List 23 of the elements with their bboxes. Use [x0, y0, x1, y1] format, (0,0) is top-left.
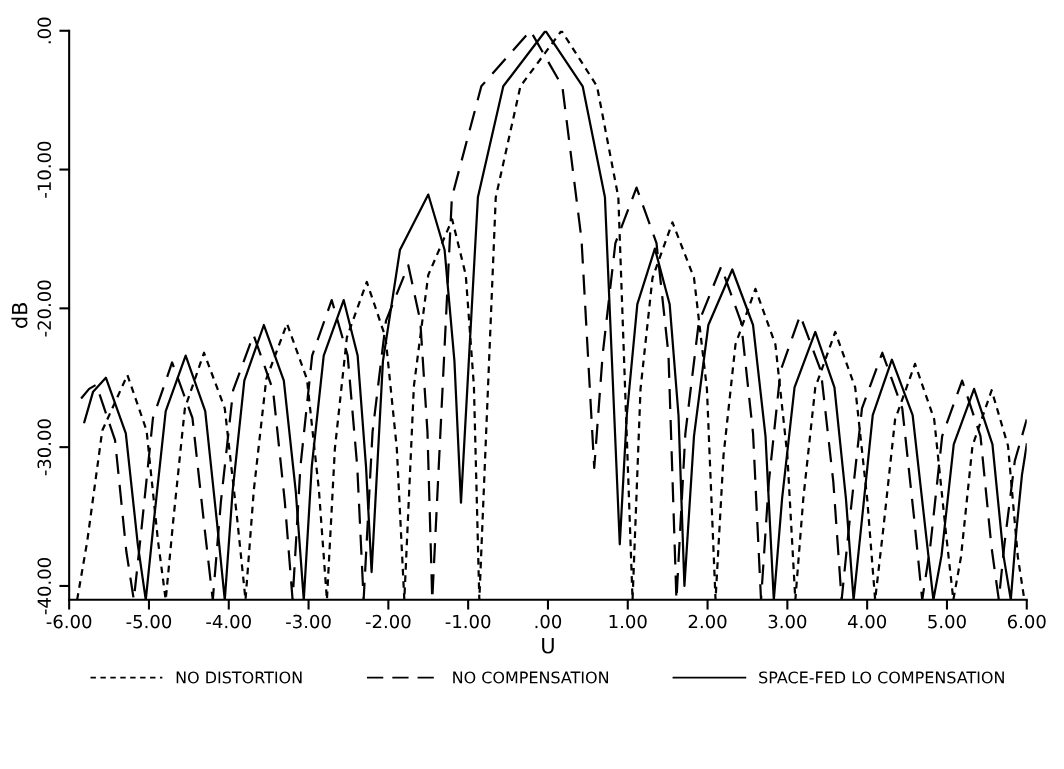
y-tick-label: .00: [37, 17, 52, 44]
x-tick-label: -6.00: [46, 614, 92, 629]
x-tick-label: -5.00: [126, 614, 172, 629]
x-tick-label: 5.00: [928, 614, 966, 629]
y-tick-label: -30.00: [37, 419, 52, 476]
x-tick-label: -2.00: [365, 614, 411, 629]
y-tick-label: -20.00: [37, 280, 52, 337]
legend-label: NO DISTORTION: [176, 671, 302, 684]
y-tick-label: -40.00: [37, 558, 52, 615]
x-tick-label: -4.00: [206, 614, 251, 629]
y-axis-title: dB: [11, 303, 28, 328]
x-tick-label: 2.00: [688, 614, 727, 629]
x-tick-label: 1.00: [609, 614, 647, 629]
x-tick-label: 6.00: [1007, 614, 1046, 629]
x-tick-label: 3.00: [768, 614, 807, 629]
x-tick-label: -1.00: [445, 614, 491, 629]
x-axis-title: U: [542, 638, 554, 654]
legend-label: NO COMPENSATION: [453, 671, 608, 684]
x-tick-label: .00: [535, 614, 562, 629]
legend-label: SPACE-FED LO COMPENSATION: [759, 671, 1004, 684]
y-tick-label: -10.00: [37, 141, 52, 198]
x-tick-label: 4.00: [847, 614, 887, 629]
x-tick-label: -3.00: [286, 614, 331, 629]
